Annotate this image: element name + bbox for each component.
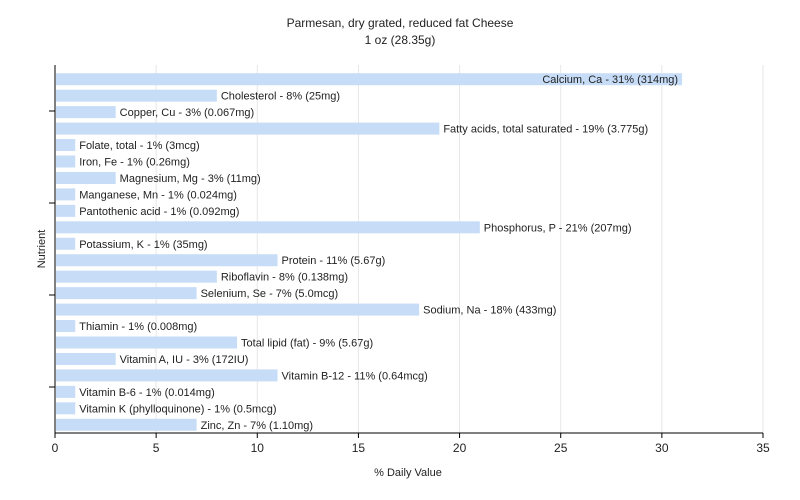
bar-label: Phosphorus, P - 21% (207mg) [484,222,632,234]
bar [56,385,76,398]
bar-label: Iron, Fe - 1% (0.26mg) [79,157,190,169]
bar [56,122,440,135]
bar-label: Magnesium, Mg - 3% (11mg) [120,173,261,185]
bar-label: Vitamin A, IU - 3% (172IU) [120,354,249,366]
bar-label: Pantothenic acid - 1% (0.092mg) [79,206,239,218]
bar-label: Protein - 11% (5.67g) [282,255,386,267]
bar-label: Calcium, Ca - 31% (314mg) [542,74,678,86]
bar [56,336,238,349]
y-axis-title: Nutrient [36,230,48,269]
bar [56,418,197,431]
bar [56,171,116,184]
x-tick-label: 0 [52,441,59,455]
bar-label: Copper, Cu - 3% (0.067mg) [120,107,255,119]
bar [56,320,76,333]
bar-label: Manganese, Mn - 1% (0.024mg) [79,189,237,201]
x-tick-label: 10 [251,441,265,455]
x-tick-label: 25 [554,441,568,455]
bar-label: Vitamin K (phylloquinone) - 1% (0.5mcg) [79,403,276,415]
bar-label: Selenium, Se - 7% (5.0mcg) [201,288,339,300]
bar-label: Fatty acids, total saturated - 19% (3.77… [443,124,648,136]
x-tick-label: 30 [655,441,669,455]
x-axis-title: % Daily Value [374,467,442,479]
bars-group: Calcium, Ca - 31% (314mg) Cholesterol - 8… [56,73,683,432]
bar [56,303,420,316]
chart-title: Parmesan, dry grated, reduced fat Cheese [287,16,514,30]
bar [56,188,76,201]
bar [56,73,683,86]
bar-label: Potassium, K - 1% (35mg) [79,239,207,251]
chart-subtitle: 1 oz (28.35g) [365,33,436,47]
bar-label: Vitamin B-12 - 11% (0.64mcg) [282,370,428,382]
bar-label: Vitamin B-6 - 1% (0.014mg) [79,387,215,399]
bar-label: Folate, total - 1% (3mcg) [79,140,199,152]
bar-label: Sodium, Na - 18% (433mg) [423,305,556,317]
x-tick-label: 35 [756,441,770,455]
bar [56,89,217,102]
bar-label: Cholesterol - 8% (25mg) [221,91,340,103]
axes-group: 0 5 10 15 20 25 30 35 [49,65,770,455]
x-tick-label: 5 [153,441,160,455]
bar [56,402,76,415]
bar [56,369,278,382]
bar [56,237,76,250]
bar [56,254,278,267]
bar [56,155,76,168]
bar-label: Riboflavin - 8% (0.138mg) [221,272,348,284]
bar [56,139,76,152]
bar [56,106,116,119]
bar [56,270,217,283]
x-tick-label: 15 [352,441,366,455]
bar-label: Thiamin - 1% (0.008mg) [79,321,197,333]
bar [56,352,116,365]
bar [56,221,480,234]
bar-label: Zinc, Zn - 7% (1.10mg) [201,420,313,432]
bar-label: Total lipid (fat) - 9% (5.67g) [241,338,373,350]
bar [56,287,197,300]
bar [56,204,76,217]
x-tick-label: 20 [453,441,467,455]
